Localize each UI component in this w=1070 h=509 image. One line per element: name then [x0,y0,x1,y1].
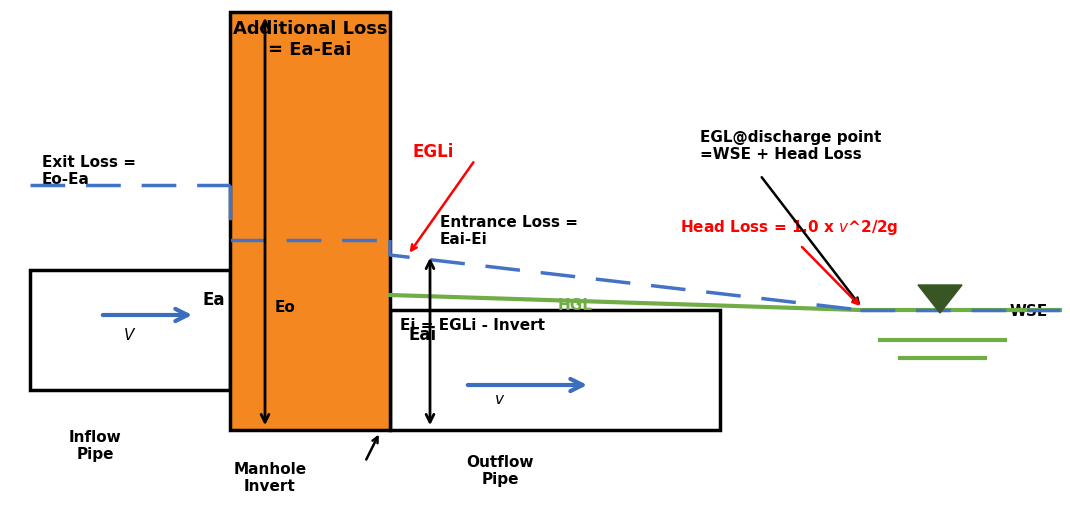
Text: Eo: Eo [275,300,295,316]
Text: Additional Loss
= Ea-Eai: Additional Loss = Ea-Eai [233,20,387,59]
Text: Ei = EGLi - Invert: Ei = EGLi - Invert [400,318,545,332]
Text: HGL: HGL [557,297,593,313]
Bar [230,12,389,430]
Text: Head Loss = 1.0 x $v$^2/2g: Head Loss = 1.0 x $v$^2/2g [681,218,899,237]
Text: Manhole
Invert: Manhole Invert [233,462,307,494]
Text: EGLi: EGLi [412,143,454,161]
Text: EGL@discharge point
=WSE + Head Loss: EGL@discharge point =WSE + Head Loss [700,130,882,162]
Polygon shape [918,285,962,313]
Text: Eai: Eai [408,326,437,344]
Text: $V$: $V$ [123,327,137,343]
Bar [389,310,720,430]
Text: Entrance Loss =
Eai-Ei: Entrance Loss = Eai-Ei [440,215,578,247]
Bar [230,12,389,430]
Text: $v$: $v$ [494,392,506,408]
Text: Inflow
Pipe: Inflow Pipe [68,430,121,462]
Text: Ea: Ea [202,291,225,309]
Text: Exit Loss =
Eo-Ea: Exit Loss = Eo-Ea [42,155,136,187]
Text: WSE: WSE [1010,304,1049,320]
Text: Outflow
Pipe: Outflow Pipe [467,455,534,488]
Bar [30,270,230,390]
